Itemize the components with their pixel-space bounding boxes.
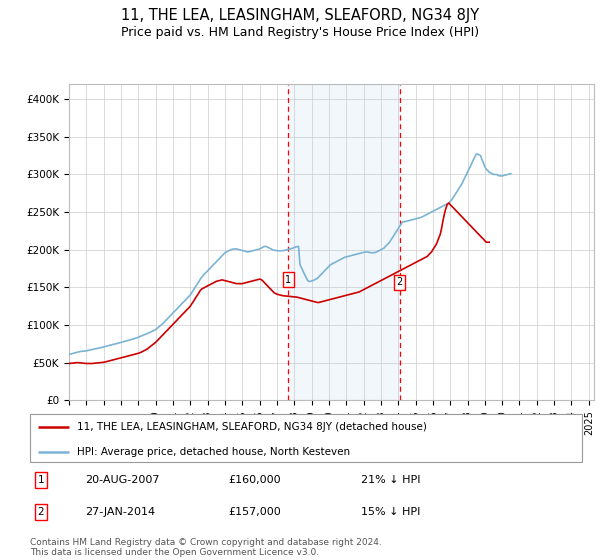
Text: 11, THE LEA, LEASINGHAM, SLEAFORD, NG34 8JY (detached house): 11, THE LEA, LEASINGHAM, SLEAFORD, NG34 …	[77, 422, 427, 432]
Text: 20-AUG-2007: 20-AUG-2007	[85, 475, 160, 484]
Text: 2: 2	[38, 507, 44, 517]
Text: 21% ↓ HPI: 21% ↓ HPI	[361, 475, 421, 484]
Text: 1: 1	[285, 275, 291, 285]
Text: £160,000: £160,000	[229, 475, 281, 484]
Text: HPI: Average price, detached house, North Kesteven: HPI: Average price, detached house, Nort…	[77, 446, 350, 456]
Text: Price paid vs. HM Land Registry's House Price Index (HPI): Price paid vs. HM Land Registry's House …	[121, 26, 479, 39]
Text: £157,000: £157,000	[229, 507, 281, 517]
Text: Contains HM Land Registry data © Crown copyright and database right 2024.
This d: Contains HM Land Registry data © Crown c…	[30, 538, 382, 557]
Bar	[288, 84, 400, 400]
Text: 27-JAN-2014: 27-JAN-2014	[85, 507, 155, 517]
Text: 15% ↓ HPI: 15% ↓ HPI	[361, 507, 421, 517]
Text: 11, THE LEA, LEASINGHAM, SLEAFORD, NG34 8JY: 11, THE LEA, LEASINGHAM, SLEAFORD, NG34 …	[121, 8, 479, 24]
Text: 2: 2	[397, 277, 403, 287]
Text: 1: 1	[38, 475, 44, 484]
